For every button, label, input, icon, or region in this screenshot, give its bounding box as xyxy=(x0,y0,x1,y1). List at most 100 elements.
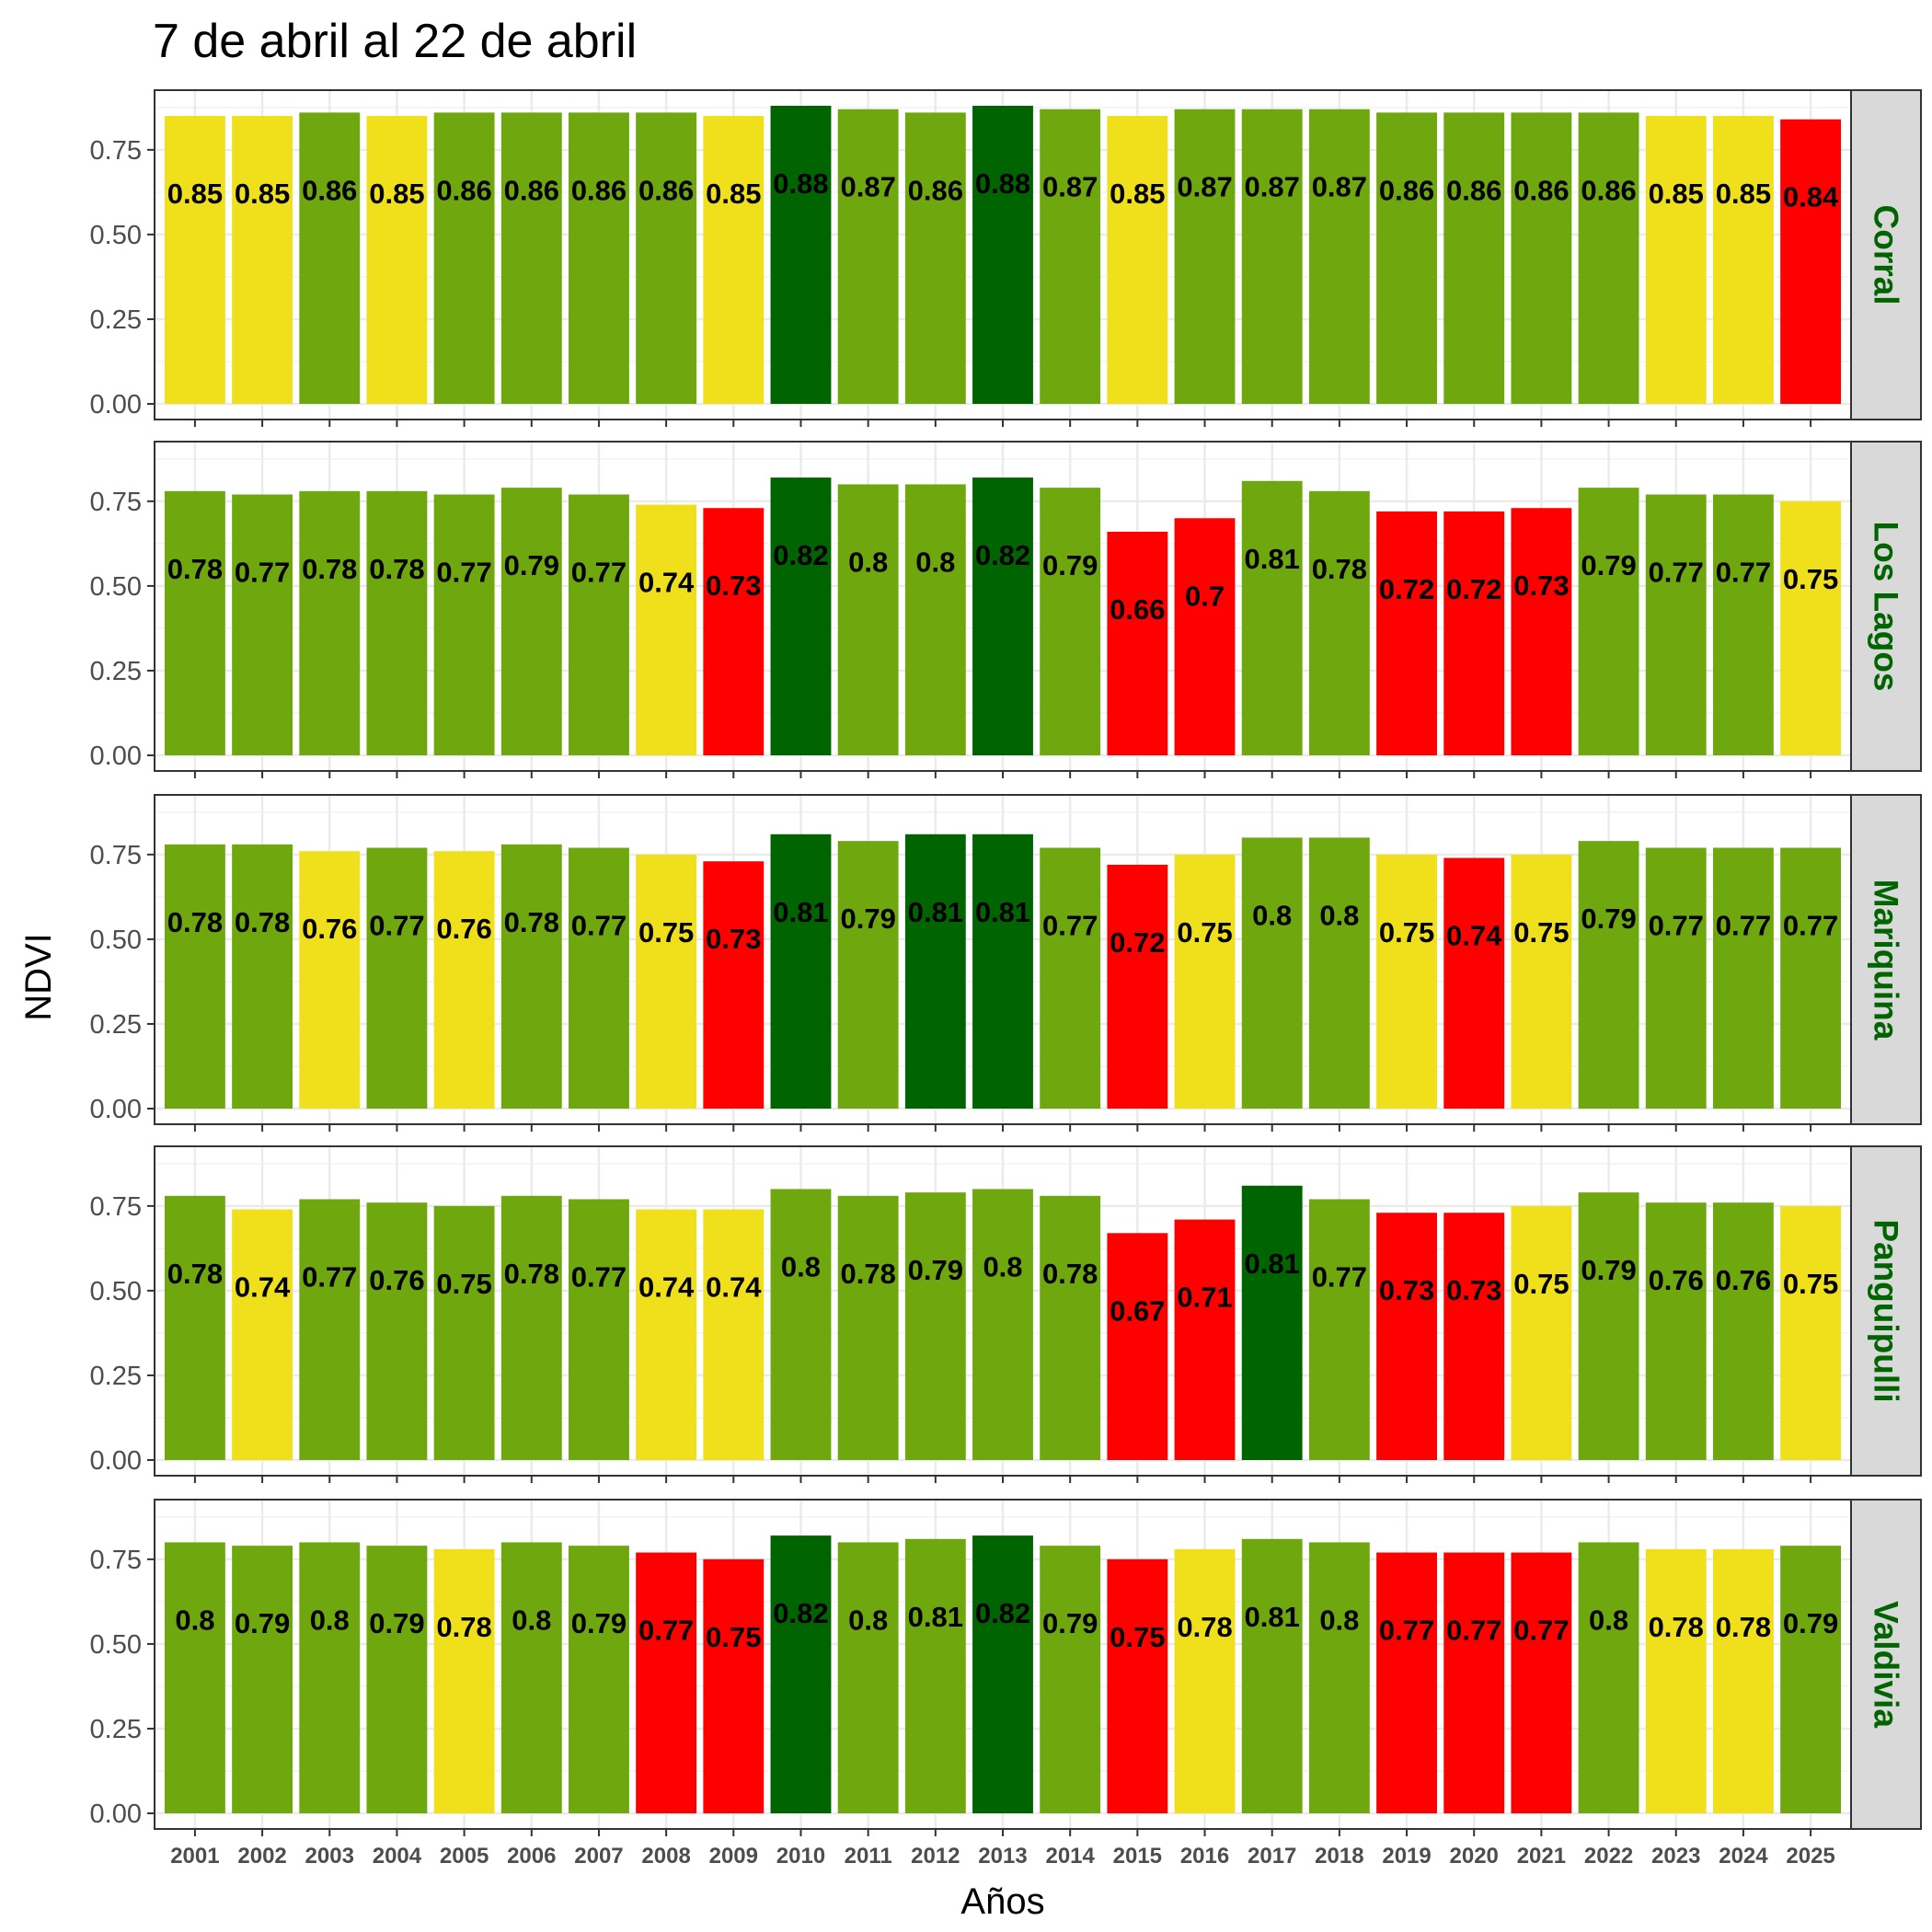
bar-2012 xyxy=(904,1192,966,1460)
bar-2023 xyxy=(1645,1202,1707,1460)
facet-panels: 0.85 0.85 0.86 0.85 0.86 0.86 0.86 0.86 0.85 0.88… xyxy=(90,89,1922,1869)
bar-2015 xyxy=(1107,116,1168,404)
bar-2010 xyxy=(770,106,832,404)
x-tick-label-2005: 2005 xyxy=(440,1844,489,1869)
bar-2017 xyxy=(1241,109,1303,404)
bar-label-2014: 0.77 xyxy=(1042,910,1098,942)
y-tick-label: 0.25 xyxy=(90,657,142,686)
x-tick-label-2013: 2013 xyxy=(978,1844,1027,1869)
bar-label-2023: 0.78 xyxy=(1649,1611,1704,1643)
bar-2003 xyxy=(299,490,361,755)
y-tick-label: 0.00 xyxy=(90,1800,142,1829)
bar-2008 xyxy=(636,504,697,755)
bar-2021 xyxy=(1511,1205,1572,1460)
bar-2016 xyxy=(1174,518,1236,755)
bar-2019 xyxy=(1376,1213,1437,1460)
bar-2006 xyxy=(500,488,562,755)
bar-2023 xyxy=(1645,116,1707,404)
bar-label-2011: 0.78 xyxy=(840,1258,895,1290)
bar-label-2024: 0.76 xyxy=(1716,1264,1771,1296)
bar-label-2003: 0.86 xyxy=(302,174,357,206)
bar-2007 xyxy=(569,1546,629,1813)
bar-2007 xyxy=(569,112,629,404)
y-tick-label: 0.50 xyxy=(90,1630,142,1660)
bar-label-2010: 0.81 xyxy=(773,896,828,928)
y-tick-label: 0.25 xyxy=(90,1715,142,1744)
bar-2014 xyxy=(1040,109,1101,404)
bar-2006 xyxy=(500,1195,562,1460)
bar-label-2018: 0.8 xyxy=(1319,899,1359,931)
x-axis-title: Años xyxy=(960,1881,1044,1922)
bar-2008 xyxy=(636,1209,697,1460)
bar-label-2021: 0.77 xyxy=(1513,1615,1569,1647)
bar-2022 xyxy=(1578,112,1639,404)
y-tick-label: 0.75 xyxy=(90,1546,142,1575)
bar-2001 xyxy=(164,490,225,755)
bar-2014 xyxy=(1040,847,1101,1109)
y-axis-title: NDVI xyxy=(18,933,59,1021)
bar-2010 xyxy=(770,1189,832,1460)
bar-2011 xyxy=(837,1542,899,1813)
bar-label-2003: 0.8 xyxy=(310,1604,350,1636)
bar-2025 xyxy=(1780,119,1842,404)
bar-label-2019: 0.72 xyxy=(1379,573,1434,605)
bar-2009 xyxy=(703,508,765,755)
bar-2013 xyxy=(972,106,1033,404)
bar-label-2008: 0.77 xyxy=(638,1615,694,1647)
bar-label-2011: 0.8 xyxy=(848,1604,888,1636)
bar-label-2014: 0.79 xyxy=(1042,549,1098,581)
bar-label-2019: 0.86 xyxy=(1379,174,1434,206)
bar-2002 xyxy=(232,494,293,755)
bar-2013 xyxy=(972,834,1033,1109)
bar-2022 xyxy=(1578,1542,1639,1813)
bar-2024 xyxy=(1712,1202,1774,1460)
bar-2005 xyxy=(433,112,495,404)
bar-label-2015: 0.85 xyxy=(1110,178,1165,210)
x-tick-label-2016: 2016 xyxy=(1180,1844,1229,1869)
bar-2017 xyxy=(1241,480,1303,755)
bar-2011 xyxy=(837,841,899,1109)
bar-2016 xyxy=(1174,854,1236,1109)
bar-label-2023: 0.77 xyxy=(1649,557,1704,589)
bar-label-2023: 0.76 xyxy=(1649,1264,1704,1296)
bar-label-2022: 0.79 xyxy=(1581,549,1636,581)
bar-label-2016: 0.7 xyxy=(1185,580,1225,612)
bar-2017 xyxy=(1241,837,1303,1109)
bar-label-2020: 0.73 xyxy=(1446,1274,1501,1306)
bar-label-2022: 0.79 xyxy=(1581,1254,1636,1286)
bar-label-2022: 0.86 xyxy=(1581,174,1636,206)
bar-2017 xyxy=(1241,1185,1303,1460)
bar-2020 xyxy=(1443,112,1505,404)
bar-label-2019: 0.77 xyxy=(1379,1615,1434,1647)
bar-label-2001: 0.78 xyxy=(167,906,223,938)
bar-label-2012: 0.8 xyxy=(915,546,955,578)
bar-label-2003: 0.78 xyxy=(302,553,357,585)
bar-2008 xyxy=(636,1552,697,1813)
bar-2021 xyxy=(1511,854,1572,1109)
bar-label-2012: 0.86 xyxy=(908,174,963,206)
y-tick-label: 0.75 xyxy=(90,488,142,517)
bar-label-2024: 0.77 xyxy=(1716,910,1771,942)
bar-label-2018: 0.8 xyxy=(1319,1604,1359,1636)
bar-label-2001: 0.78 xyxy=(167,553,223,585)
bar-2010 xyxy=(770,1535,832,1813)
x-tick-label-2012: 2012 xyxy=(911,1844,960,1869)
bar-label-2020: 0.72 xyxy=(1446,573,1501,605)
bar-2003 xyxy=(299,112,361,404)
bar-2013 xyxy=(972,1189,1033,1460)
bar-2025 xyxy=(1780,1546,1842,1813)
bar-2014 xyxy=(1040,488,1101,755)
bar-2005 xyxy=(433,494,495,755)
bar-label-2021: 0.86 xyxy=(1513,174,1569,206)
bar-label-2023: 0.85 xyxy=(1649,178,1704,210)
bar-label-2006: 0.8 xyxy=(512,1604,551,1636)
bar-label-2009: 0.85 xyxy=(706,178,761,210)
bar-2001 xyxy=(164,1195,225,1460)
facet-strip xyxy=(1850,441,1922,772)
bar-label-2001: 0.8 xyxy=(175,1604,214,1636)
bar-label-2021: 0.75 xyxy=(1513,916,1569,949)
x-tick-label-2018: 2018 xyxy=(1315,1844,1363,1869)
bar-2005 xyxy=(433,1548,495,1813)
facet-strip-label: Los Lagos xyxy=(1868,521,1905,691)
bar-label-2017: 0.81 xyxy=(1245,1601,1300,1633)
